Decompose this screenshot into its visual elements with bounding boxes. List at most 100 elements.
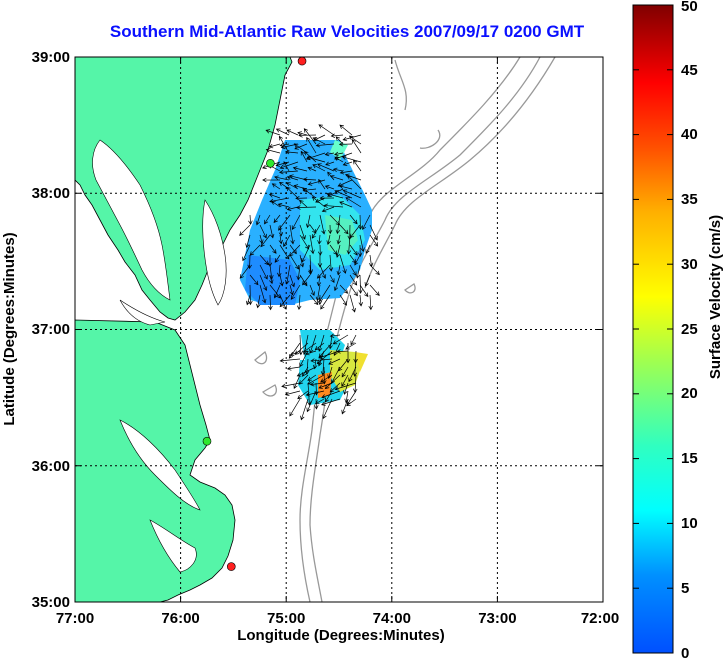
y-axis-label: Latitude (Degrees:Minutes) bbox=[1, 232, 18, 425]
velocity-arrow bbox=[346, 398, 357, 407]
velocity-arrow bbox=[336, 234, 341, 245]
velocity-arrow bbox=[346, 234, 352, 255]
velocity-arrow bbox=[342, 134, 362, 142]
velocity-arrow bbox=[259, 254, 269, 266]
colorbar-tick-label: 10 bbox=[681, 515, 698, 532]
velocity-arrow bbox=[265, 148, 281, 154]
lon-tick-label: 73:00 bbox=[478, 610, 516, 627]
velocity-arrow bbox=[327, 224, 333, 235]
velocity-arrow bbox=[329, 174, 344, 181]
velocity-arrow bbox=[324, 390, 333, 403]
velocity-arrow bbox=[292, 166, 308, 172]
velocity-arrow bbox=[299, 254, 305, 268]
velocity-arrow bbox=[347, 175, 362, 190]
colorbar-tick-label: 35 bbox=[681, 191, 698, 208]
velocity-arrow bbox=[349, 284, 358, 297]
velocity-arrow bbox=[281, 382, 301, 389]
velocity-arrow bbox=[350, 334, 357, 346]
velocity-arrow bbox=[260, 234, 271, 248]
velocity-arrow bbox=[295, 196, 308, 201]
velocity-arrow bbox=[279, 294, 287, 310]
velocity-arrow bbox=[289, 244, 297, 255]
coastline-land bbox=[75, 57, 293, 602]
velocity-arrow bbox=[355, 264, 361, 279]
colorbar-tick-label: 30 bbox=[681, 256, 698, 273]
velocity-arrow bbox=[321, 390, 341, 399]
velocity-arrow bbox=[277, 264, 282, 278]
velocity-arrow bbox=[358, 274, 363, 294]
velocity-arrow bbox=[310, 358, 333, 363]
velocity-arrow bbox=[278, 224, 284, 237]
velocity-arrow bbox=[299, 224, 306, 240]
velocity-arrow bbox=[320, 294, 331, 310]
velocity-arrow bbox=[306, 382, 312, 406]
velocity-arrow bbox=[299, 199, 308, 208]
velocity-arrow bbox=[249, 274, 259, 286]
velocity-arrow bbox=[289, 254, 300, 270]
velocity-arrow bbox=[314, 342, 325, 351]
velocity-arrow bbox=[349, 294, 356, 313]
velocity-arrow bbox=[307, 374, 317, 381]
velocity-arrow bbox=[321, 206, 335, 213]
velocity-arrow bbox=[248, 214, 253, 225]
lon-tick-label: 72:00 bbox=[581, 610, 619, 627]
velocity-arrow bbox=[326, 234, 331, 245]
velocity-arrow bbox=[268, 193, 281, 199]
velocity-arrow bbox=[348, 135, 362, 145]
velocity-arrow bbox=[275, 161, 290, 167]
velocity-arrow bbox=[298, 133, 317, 138]
velocity-arrow bbox=[293, 374, 301, 389]
velocity-arrow bbox=[321, 398, 341, 406]
velocity-arrow bbox=[299, 274, 308, 287]
velocity-arrow bbox=[319, 195, 335, 201]
velocity-arrow bbox=[317, 334, 325, 352]
velocity-arrow bbox=[291, 214, 301, 231]
velocity-arrow bbox=[256, 294, 261, 309]
velocity-arrow bbox=[339, 284, 349, 294]
velocity-arrow bbox=[300, 398, 309, 421]
velocity-arrow bbox=[341, 374, 349, 387]
velocity-arrow bbox=[328, 358, 341, 365]
velocity-arrow bbox=[309, 234, 315, 255]
velocity-arrow bbox=[309, 382, 325, 387]
velocity-arrow bbox=[259, 234, 264, 245]
velocity-arrow bbox=[283, 234, 291, 247]
velocity-arrow bbox=[273, 284, 281, 299]
lon-tick-label: 74:00 bbox=[373, 610, 411, 627]
velocity-arrow bbox=[245, 234, 251, 249]
velocity-arrow bbox=[322, 366, 327, 385]
velocity-arrow bbox=[249, 244, 261, 256]
lon-tick-label: 75:00 bbox=[267, 610, 305, 627]
velocity-arrow bbox=[320, 374, 333, 383]
velocity-arrow bbox=[275, 128, 290, 136]
velocity-arrow bbox=[314, 398, 325, 405]
velocity-arrow bbox=[353, 159, 362, 172]
velocity-arrow bbox=[348, 366, 357, 383]
lon-tick-label: 77:00 bbox=[56, 610, 94, 627]
velocity-arrow bbox=[362, 214, 371, 231]
velocity-arrow bbox=[309, 224, 317, 234]
velocity-arrow bbox=[324, 185, 335, 190]
velocity-arrow bbox=[259, 224, 267, 239]
velocity-arrow bbox=[269, 224, 275, 239]
velocity-arrow bbox=[286, 366, 301, 371]
lat-tick-label: 36:00 bbox=[32, 458, 70, 475]
velocity-arrow bbox=[255, 214, 261, 226]
velocity-arrow bbox=[316, 350, 333, 365]
velocity-arrow bbox=[336, 264, 341, 276]
velocity-arrow bbox=[307, 179, 326, 186]
velocity-arrow bbox=[312, 164, 326, 172]
velocity-arrow bbox=[369, 264, 380, 276]
colorbar-tick-label: 0 bbox=[681, 645, 689, 659]
velocity-arrow bbox=[365, 244, 371, 254]
colorbar-tick-label: 20 bbox=[681, 385, 698, 402]
velocity-arrow bbox=[289, 274, 296, 288]
lat-tick-label: 38:00 bbox=[32, 185, 70, 202]
velocity-arrow bbox=[341, 155, 362, 163]
velocity-arrow bbox=[306, 155, 326, 163]
velocity-arrow bbox=[269, 274, 274, 285]
velocity-arrow bbox=[312, 137, 326, 145]
velocity-arrow bbox=[307, 374, 325, 385]
velocity-arrow bbox=[335, 244, 341, 258]
